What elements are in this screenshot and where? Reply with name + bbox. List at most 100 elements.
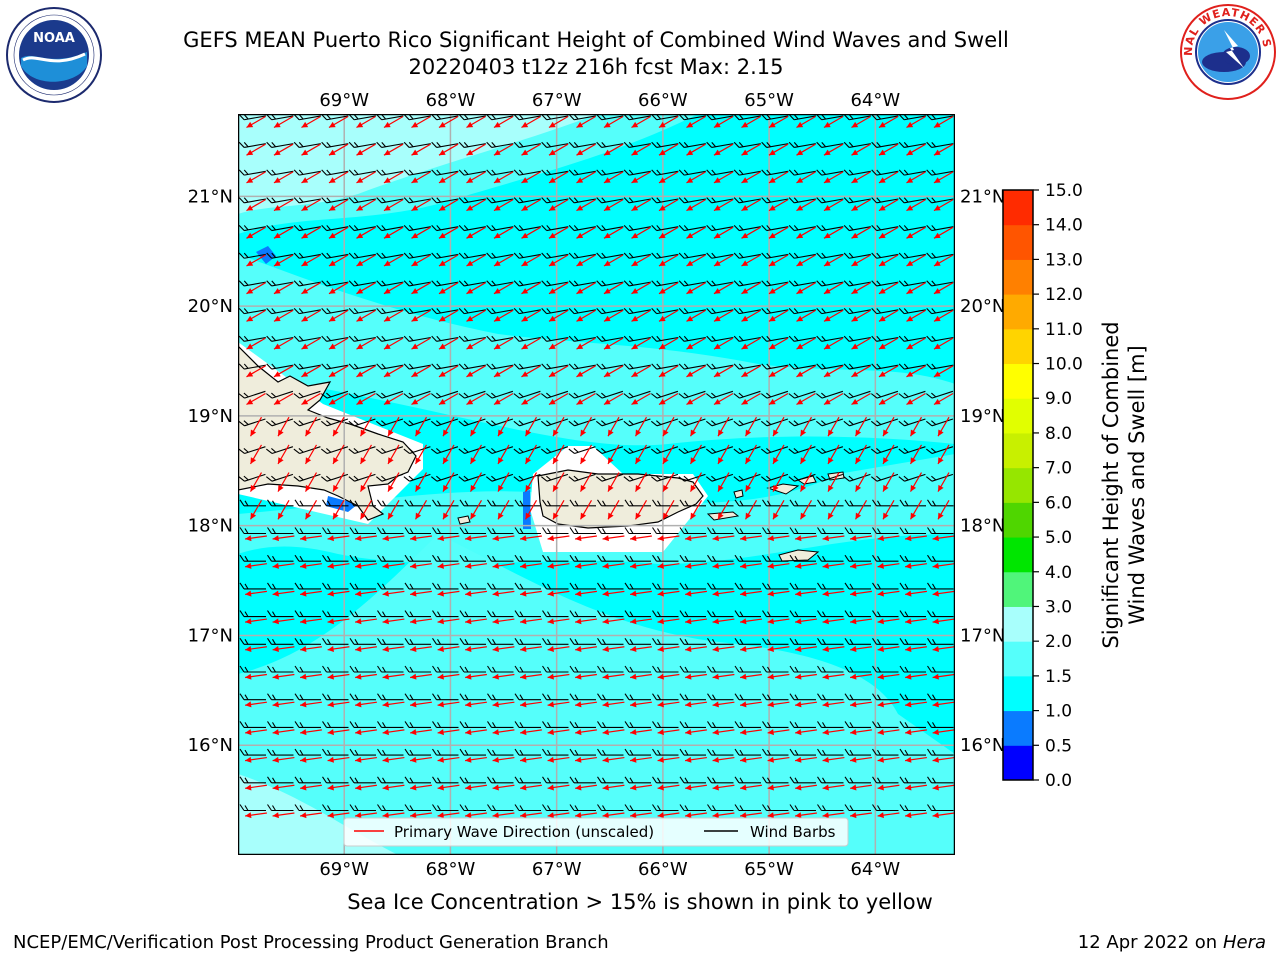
wind-barb (403, 141, 431, 148)
wind-barb (487, 499, 514, 507)
wind-barb (733, 363, 761, 370)
wind-barb (734, 665, 761, 673)
wind-barb (239, 776, 266, 784)
wind-barb (926, 224, 954, 232)
wind-barb (239, 527, 266, 535)
wave-direction-arrow (602, 784, 625, 791)
wave-direction-arrow (575, 562, 597, 569)
wind-barb (266, 363, 294, 370)
wind-barb (431, 141, 459, 148)
wave-direction-arrow (657, 562, 680, 569)
wind-barb (733, 141, 761, 148)
wind-barb (459, 804, 486, 812)
wave-direction-arrow (768, 115, 789, 129)
wind-barb (927, 665, 954, 673)
wind-barb (513, 390, 541, 399)
wind-barb (624, 637, 651, 645)
wind-barb (432, 610, 459, 618)
wave-direction-arrow (882, 472, 895, 492)
wind-barb (733, 446, 761, 455)
wind-barb (899, 721, 926, 728)
wave-direction-arrow (909, 416, 923, 437)
wind-barb (294, 637, 321, 645)
wind-barb (760, 446, 789, 455)
wave-direction-arrow (410, 535, 432, 542)
wind-barb (541, 197, 569, 204)
wind-barb (678, 280, 706, 287)
wind-barb (624, 721, 651, 728)
wind-barb (404, 582, 431, 590)
wave-direction-arrow (631, 199, 651, 212)
wave-direction-arrow (359, 472, 373, 492)
wind-barb (432, 527, 459, 535)
wave-direction-arrow (932, 701, 955, 708)
wind-barb (376, 224, 404, 232)
wind-barb (459, 527, 486, 535)
wave-direction-arrow (796, 392, 816, 406)
wind-barb (404, 637, 431, 645)
wave-direction-arrow (249, 444, 263, 465)
wind-barb (927, 499, 954, 507)
wind-barb (349, 582, 376, 590)
wave-direction-arrow (850, 590, 872, 597)
wind-barb (817, 776, 844, 784)
wind-barb (403, 224, 431, 232)
wind-barb (541, 141, 569, 148)
wave-direction-arrow (437, 562, 460, 569)
lon-label-bottom: 66°W (638, 859, 688, 880)
wave-direction-arrow (932, 729, 955, 736)
wave-direction-arrow (520, 646, 542, 652)
wave-direction-arrow (686, 282, 706, 295)
wind-barb (459, 610, 486, 618)
wave-direction-arrow (630, 590, 652, 597)
wave-direction-arrow (823, 309, 844, 322)
wind-barb (679, 582, 706, 590)
wind-barb (432, 554, 459, 562)
chart-title: GEFS MEAN Puerto Rico Significant Height… (183, 28, 1009, 52)
wave-direction-arrow (438, 337, 459, 350)
wave-direction-arrow (689, 499, 703, 520)
wind-barb (678, 418, 706, 427)
wave-direction-arrow (685, 646, 707, 652)
wave-direction-arrow (245, 701, 267, 708)
wave-direction-arrow (607, 444, 620, 465)
wave-direction-arrow (850, 618, 872, 625)
wave-direction-arrow (799, 472, 813, 492)
wind-barb (843, 252, 871, 259)
wave-direction-arrow (933, 171, 954, 184)
wave-direction-arrow (327, 756, 350, 763)
wind-barb (458, 114, 486, 121)
wave-direction-arrow (245, 535, 267, 542)
wave-direction-arrow (658, 199, 679, 212)
wave-direction-arrow (575, 756, 597, 763)
wave-direction-arrow (356, 309, 376, 322)
wind-barb (403, 280, 431, 287)
wave-direction-arrow (272, 646, 295, 652)
wave-direction-arrow (909, 472, 923, 492)
wind-barb (816, 308, 844, 315)
wave-direction-arrow (631, 143, 651, 156)
wind-barb (652, 499, 679, 507)
colorbar-segment (1003, 537, 1033, 573)
wind-barb (321, 252, 349, 259)
wave-direction-arrow (741, 115, 761, 129)
wave-direction-arrow (438, 392, 459, 406)
wind-barb (651, 280, 679, 287)
wave-direction-arrow (547, 673, 570, 680)
wave-direction-arrow (740, 701, 762, 708)
wave-direction-arrow (602, 562, 625, 569)
wave-direction-arrow (273, 254, 294, 267)
wind-barb (872, 776, 899, 784)
wave-direction-arrow (933, 226, 954, 239)
wave-direction-arrow (741, 282, 761, 295)
wind-barb (734, 554, 761, 562)
wave-direction-arrow (411, 365, 431, 378)
wave-direction-arrow (387, 444, 400, 465)
wind-barb (404, 693, 431, 701)
lon-label-top: 69°W (319, 90, 369, 111)
wave-direction-arrow (493, 143, 514, 156)
wind-barb (678, 363, 706, 370)
wave-direction-arrow (411, 309, 431, 322)
wind-barb (238, 335, 266, 342)
wave-direction-arrow (631, 171, 651, 184)
